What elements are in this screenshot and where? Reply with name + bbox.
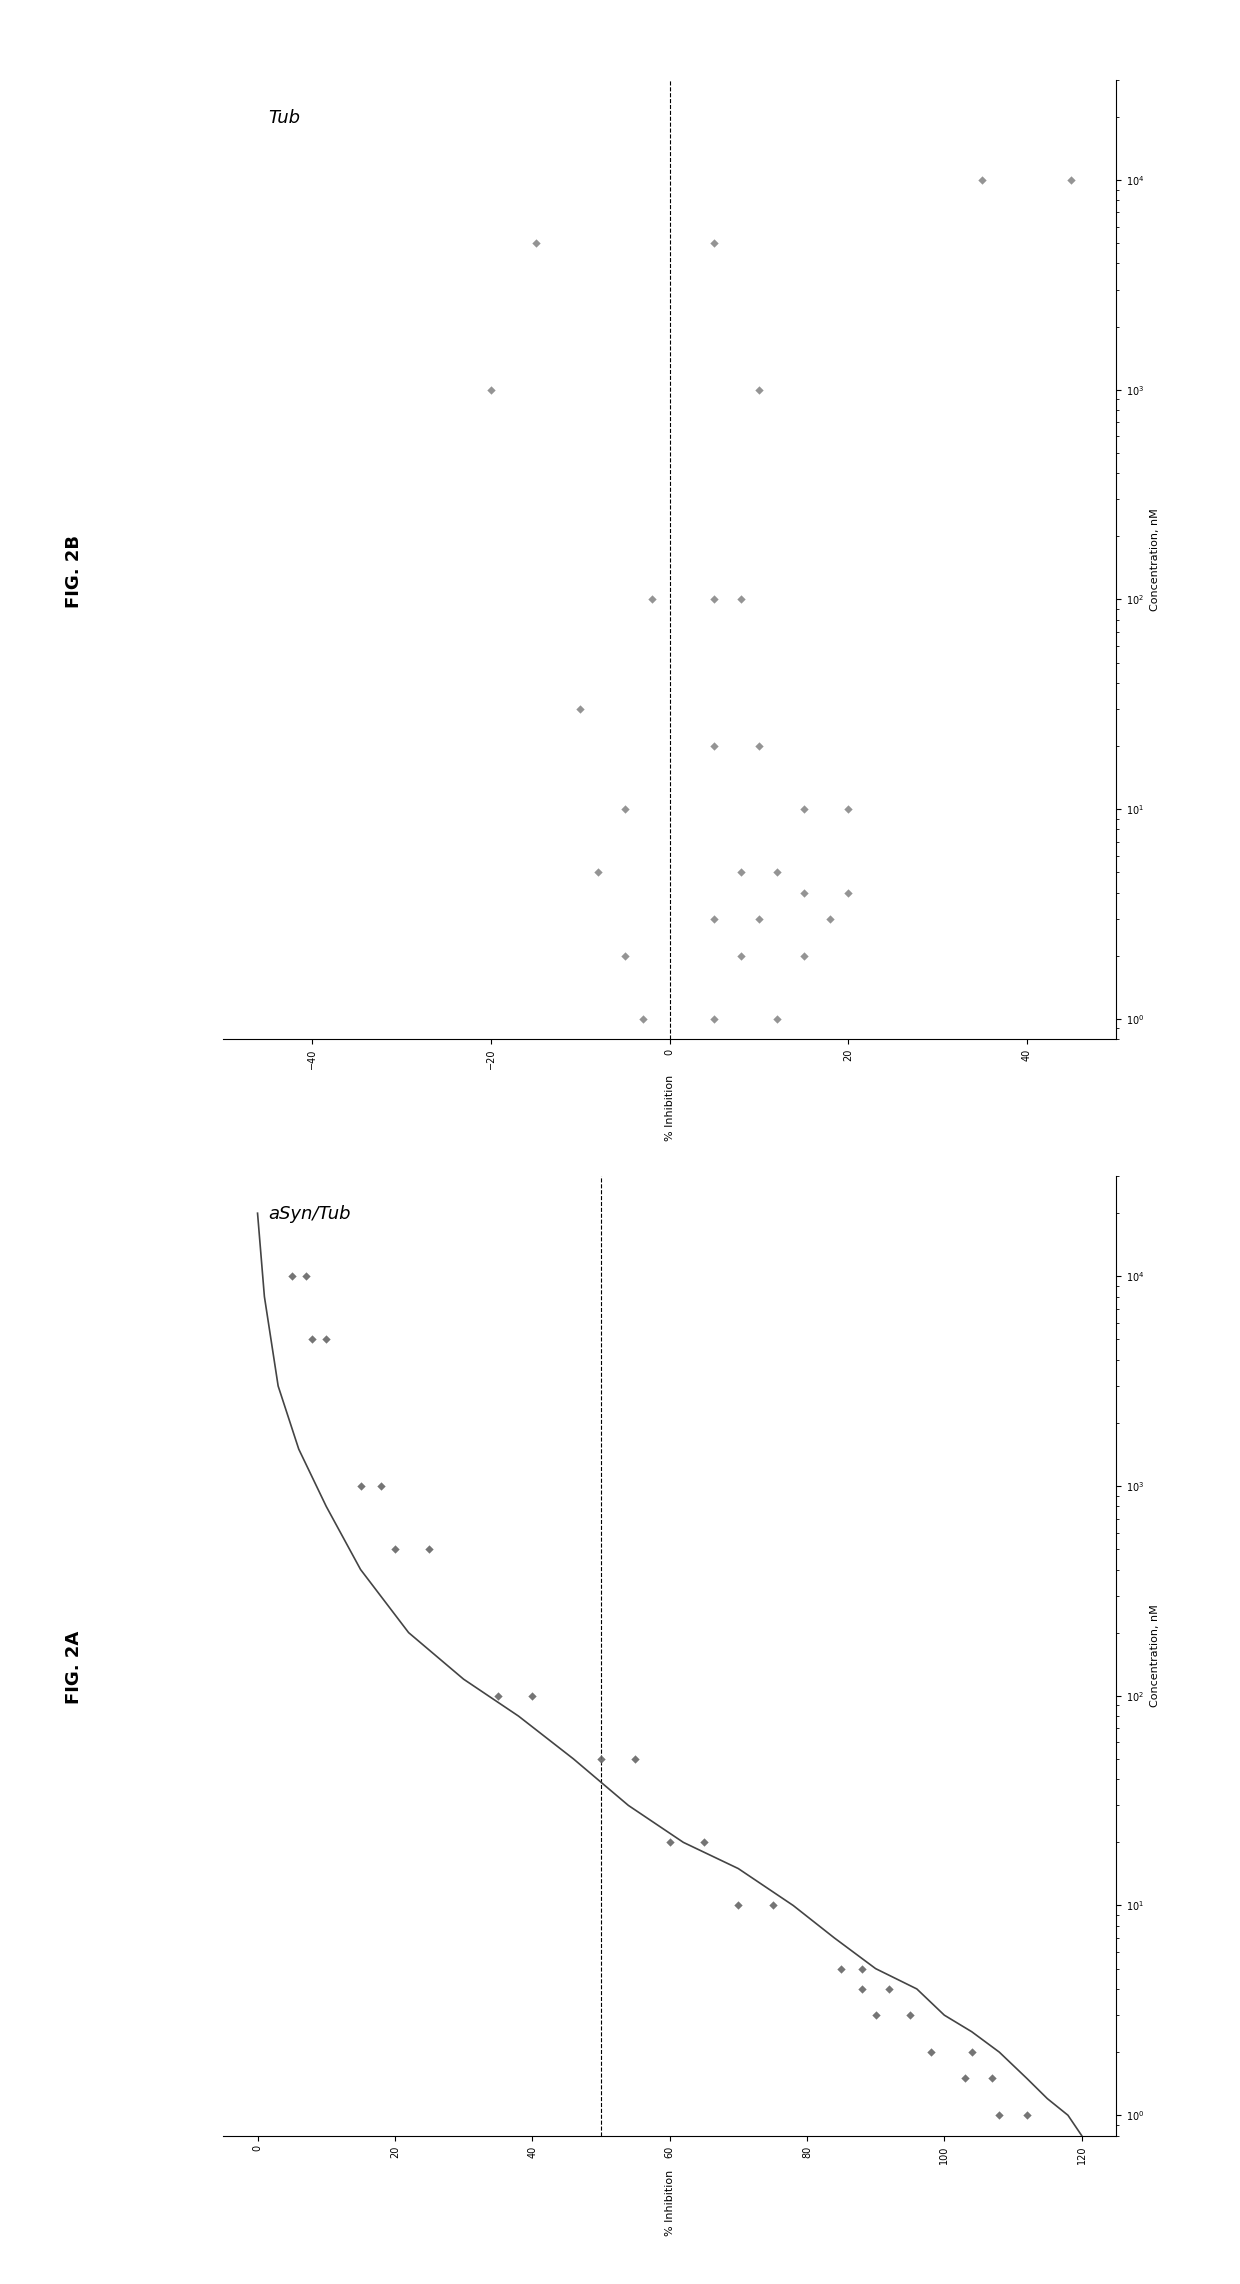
Point	[588, 854, 608, 891]
Text: FIG. 2A: FIG. 2A	[66, 1631, 83, 1704]
Point	[749, 372, 769, 409]
Point	[794, 790, 813, 827]
Text: aSyn/Tub: aSyn/Tub	[268, 1206, 351, 1222]
Point	[632, 1000, 652, 1037]
Point	[526, 224, 546, 260]
Point	[660, 1825, 680, 1861]
Point	[732, 936, 751, 973]
Point	[838, 790, 858, 827]
Point	[749, 900, 769, 936]
Point	[704, 729, 724, 765]
Point	[852, 1971, 872, 2008]
Y-axis label: Concentration, nM: Concentration, nM	[1149, 1606, 1159, 1706]
Point	[766, 854, 786, 891]
Point	[900, 1996, 920, 2033]
Point	[625, 1740, 645, 1777]
Point	[866, 1996, 885, 2033]
Point	[728, 1887, 748, 1923]
Point	[955, 2060, 975, 2097]
Point	[920, 2033, 940, 2069]
Text: FIG. 2B: FIG. 2B	[66, 534, 83, 608]
Point	[763, 1887, 782, 1923]
Point	[642, 580, 662, 617]
Point	[838, 875, 858, 911]
Point	[570, 690, 590, 726]
Point	[615, 790, 635, 827]
Point	[821, 900, 841, 936]
Y-axis label: Concentration, nM: Concentration, nM	[1149, 509, 1159, 610]
Point	[831, 1951, 851, 1987]
Point	[852, 1951, 872, 1987]
Point	[419, 1530, 439, 1567]
Point	[591, 1740, 611, 1777]
Text: Tub: Tub	[268, 110, 300, 126]
Point	[281, 1258, 301, 1295]
Point	[351, 1469, 371, 1505]
Point	[704, 1000, 724, 1037]
Point	[749, 729, 769, 765]
Point	[972, 162, 992, 199]
Point	[1061, 162, 1081, 199]
Point	[982, 2060, 1002, 2097]
Point	[615, 936, 635, 973]
Point	[1017, 2097, 1037, 2133]
Point	[384, 1530, 404, 1567]
Point	[704, 224, 724, 260]
Point	[371, 1469, 391, 1505]
Point	[794, 936, 813, 973]
Point	[295, 1258, 315, 1295]
Point	[732, 854, 751, 891]
Point	[766, 1000, 786, 1037]
X-axis label: % Inhibition: % Inhibition	[665, 1076, 675, 1142]
Point	[732, 580, 751, 617]
Point	[879, 1971, 899, 2008]
Point	[704, 900, 724, 936]
Point	[303, 1320, 322, 1357]
Point	[694, 1825, 714, 1861]
Point	[316, 1320, 336, 1357]
Point	[489, 1676, 508, 1713]
Point	[481, 372, 501, 409]
Point	[522, 1676, 542, 1713]
X-axis label: % Inhibition: % Inhibition	[665, 2170, 675, 2236]
Point	[704, 580, 724, 617]
Point	[794, 875, 813, 911]
Point	[962, 2033, 982, 2069]
Point	[990, 2097, 1009, 2133]
